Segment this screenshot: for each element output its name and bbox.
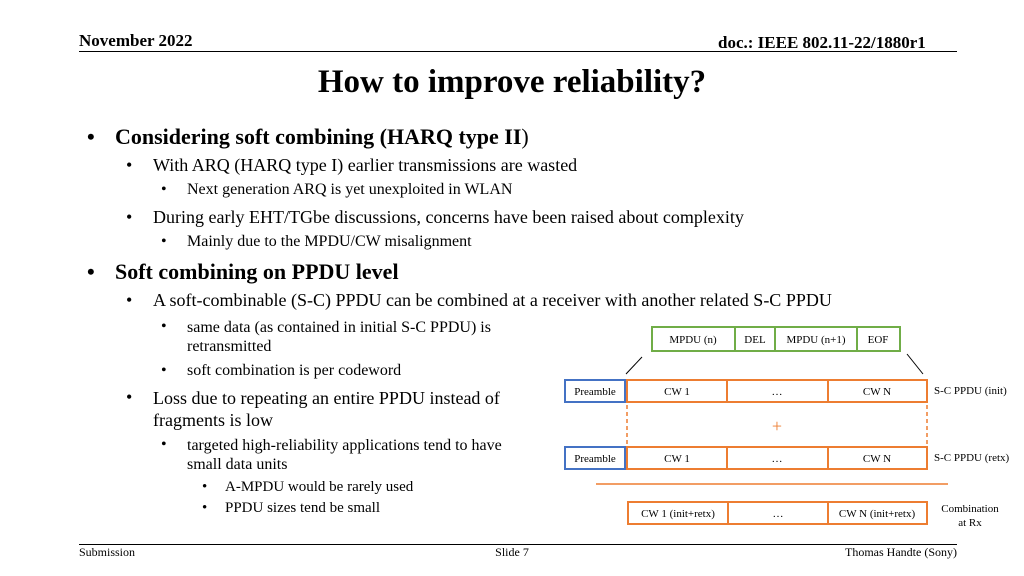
ellipsis-label: … — [773, 508, 784, 520]
header-divider — [79, 51, 957, 52]
footer-divider — [79, 544, 957, 545]
bullet-same-data: same data (as contained in initial S-C P… — [187, 318, 491, 356]
bullet-next-gen-arq: Next generation ARQ is yet unexploited i… — [187, 181, 513, 198]
bullet-line: retransmitted — [187, 338, 272, 355]
bullet-line: Loss due to repeating an entire PPDU ins… — [153, 388, 500, 408]
preamble-box — [564, 379, 626, 403]
combination-row: CW 1 (init+retx) … CW N (init+retx) Comb… — [627, 501, 999, 529]
bullet-misalignment: Mainly due to the MPDU/CW misalignment — [187, 233, 472, 250]
eof-label: EOF — [868, 334, 889, 346]
preamble-box — [564, 446, 626, 470]
cw-frame — [626, 446, 928, 470]
sc-retx-label: S-C PPDU (retx) — [934, 452, 1010, 464]
combination-label-line1: Combination — [941, 503, 999, 515]
bullet-marker: • — [161, 318, 167, 335]
bullet-marker: • — [126, 155, 133, 175]
footer-author: Thomas Handte (Sony) — [845, 545, 957, 559]
bullet-loss-low: Loss due to repeating an entire PPDU ins… — [153, 387, 500, 431]
cw1-label: CW 1 — [664, 453, 690, 465]
bullet-ppdu-level: Soft combining on PPDU level — [115, 259, 399, 284]
bullet-marker: • — [126, 387, 133, 407]
bullet-text: Considering soft combining (HARQ type II — [115, 124, 522, 149]
bullet-marker: • — [161, 233, 167, 250]
cw1-comb-label: CW 1 (init+retx) — [641, 508, 715, 520]
ellipsis-label: … — [772, 386, 783, 398]
header-doc-id: doc.: IEEE 802.11-22/1880r1 — [718, 33, 926, 52]
footer-submission: Submission — [79, 545, 136, 559]
zoom-line-right — [906, 353, 924, 375]
sc-ppdu-retx-row: Preamble CW 1 … CW N S-C PPDU (retx) — [564, 446, 1010, 470]
bullet-paren: ) — [521, 124, 529, 149]
mpdu-row: MPDU (n) DEL MPDU (n+1) EOF — [651, 326, 901, 352]
bullet-marker: • — [126, 207, 133, 227]
bullet-ppdu-small: PPDU sizes tend be small — [225, 500, 380, 516]
sc-init-label: S-C PPDU (init) — [934, 385, 1007, 397]
preamble-label: Preamble — [574, 453, 616, 465]
mpdu-n1-label: MPDU (n+1) — [786, 334, 845, 346]
cwn-comb-label: CW N (init+retx) — [839, 508, 916, 520]
bullet-small-units: targeted high-reliability applications t… — [187, 436, 502, 474]
cwn-label: CW N — [863, 453, 891, 465]
plus-sign: + — [772, 416, 782, 436]
bullet-eht-concerns: During early EHT/TGbe discussions, conce… — [153, 207, 744, 227]
bullet-line: fragments is low — [153, 410, 273, 430]
cwn-label: CW N — [863, 386, 891, 398]
bullet-marker: • — [202, 500, 208, 516]
ellipsis-label: … — [772, 453, 783, 465]
mpdu-n-label: MPDU (n) — [669, 334, 717, 346]
slide-title: How to improve reliability? — [317, 64, 707, 100]
bullet-ampdu-rare: A-MPDU would be rarely used — [225, 479, 414, 495]
footer-slide-number: Slide 7 — [495, 545, 529, 559]
bullet-marker: • — [202, 479, 208, 495]
combination-label-line2: at Rx — [958, 517, 982, 529]
bullet-marker: • — [126, 290, 133, 310]
bullet-marker: • — [161, 362, 167, 379]
cw1-label: CW 1 — [664, 386, 690, 398]
bullet-marker: • — [87, 124, 95, 149]
bullet-arq-wasted: With ARQ (HARQ type I) earlier transmiss… — [153, 155, 578, 175]
bullet-sc-ppdu: A soft-combinable (S-C) PPDU can be comb… — [153, 290, 832, 310]
bullet-line: small data units — [187, 456, 288, 473]
sc-ppdu-init-row: Preamble CW 1 … CW N S-C PPDU (init) — [564, 379, 1007, 403]
zoom-line-left — [625, 356, 643, 375]
bullet-marker: • — [87, 259, 95, 284]
preamble-label: Preamble — [574, 386, 616, 398]
bullet-line: same data (as contained in initial S-C P… — [187, 319, 491, 336]
bullet-line: targeted high-reliability applications t… — [187, 437, 502, 454]
bullet-marker: • — [161, 181, 167, 198]
header-date: November 2022 — [79, 31, 193, 50]
bullet-soft-combining: Considering soft combining (HARQ type II… — [115, 124, 529, 150]
cw-frame — [627, 501, 928, 525]
del-label: DEL — [744, 334, 766, 346]
bullet-per-codeword: soft combination is per codeword — [187, 362, 402, 379]
bullet-marker: • — [161, 436, 167, 453]
cw-frame — [626, 379, 928, 403]
